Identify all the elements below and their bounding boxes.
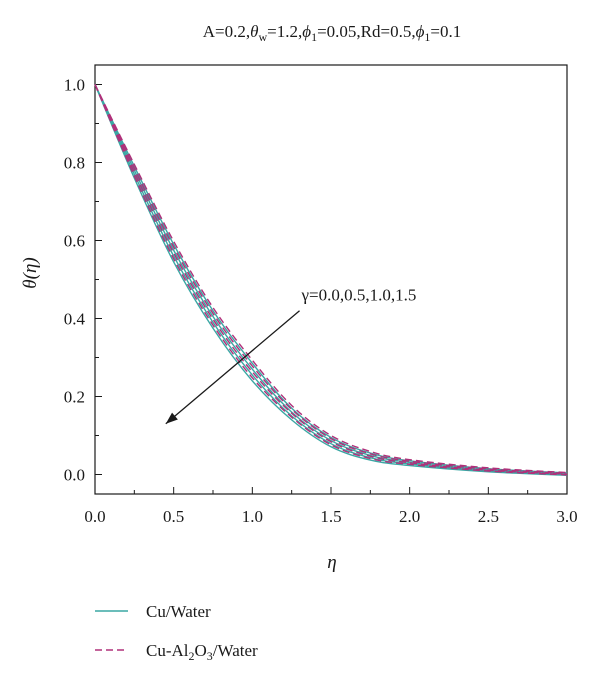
legend: Cu/Water Cu-Al2O3/Water [95,602,258,663]
y-tick-label: 1.0 [64,76,85,95]
x-tick-label: 2.5 [478,507,499,526]
series-line-cu-gamma-0-0 [94,84,568,474]
y-tick-label: 0.6 [64,232,85,251]
series-line-cu-gamma-1-0 [94,84,568,476]
x-tick-label: 1.0 [242,507,263,526]
x-axis-label: η [327,552,336,573]
legend-label-cu: Cu/Water [146,602,211,621]
x-tick-label: 0.0 [84,507,105,526]
series-line-cu-gamma-1-5 [94,84,568,476]
series-line-hybrid-gamma-0-0 [94,84,568,474]
plot-frame [94,64,568,495]
y-tick-label: 0.8 [64,154,85,173]
series-line-cu-gamma-0-5 [94,84,568,475]
y-tick-label: 0.0 [64,466,85,485]
y-tick-label: 0.2 [64,388,85,407]
series-line-hybrid-gamma-1-5 [94,84,568,476]
x-tick-label: 1.5 [320,507,341,526]
annotation-arrow-line [165,310,300,425]
x-tick-label: 2.0 [399,507,420,526]
annotation-arrow-head [165,412,178,424]
plot-area: 0.0 0.5 1.0 1.5 2.0 2.5 3.0 0.0 0.2 0.4 0.6 0.8 1.0 γ… [64,64,578,526]
legend-label-hybrid: Cu-Al2O3/Water [146,641,258,663]
x-tick-label: 0.5 [163,507,184,526]
chart-title: A=0.2,θw=1.2,ϕ1=0.05,Rd=0.5,ϕ1=0.1 [203,22,461,44]
annotation-label: γ=0.0,0.5,1.0,1.5 [301,286,417,305]
y-axis-label: θ(η) [20,257,41,288]
series-line-hybrid-gamma-1-0 [94,84,568,475]
series-line-hybrid-gamma-0-5 [94,84,568,475]
y-tick-label: 0.4 [64,310,86,329]
x-tick-label: 3.0 [556,507,577,526]
